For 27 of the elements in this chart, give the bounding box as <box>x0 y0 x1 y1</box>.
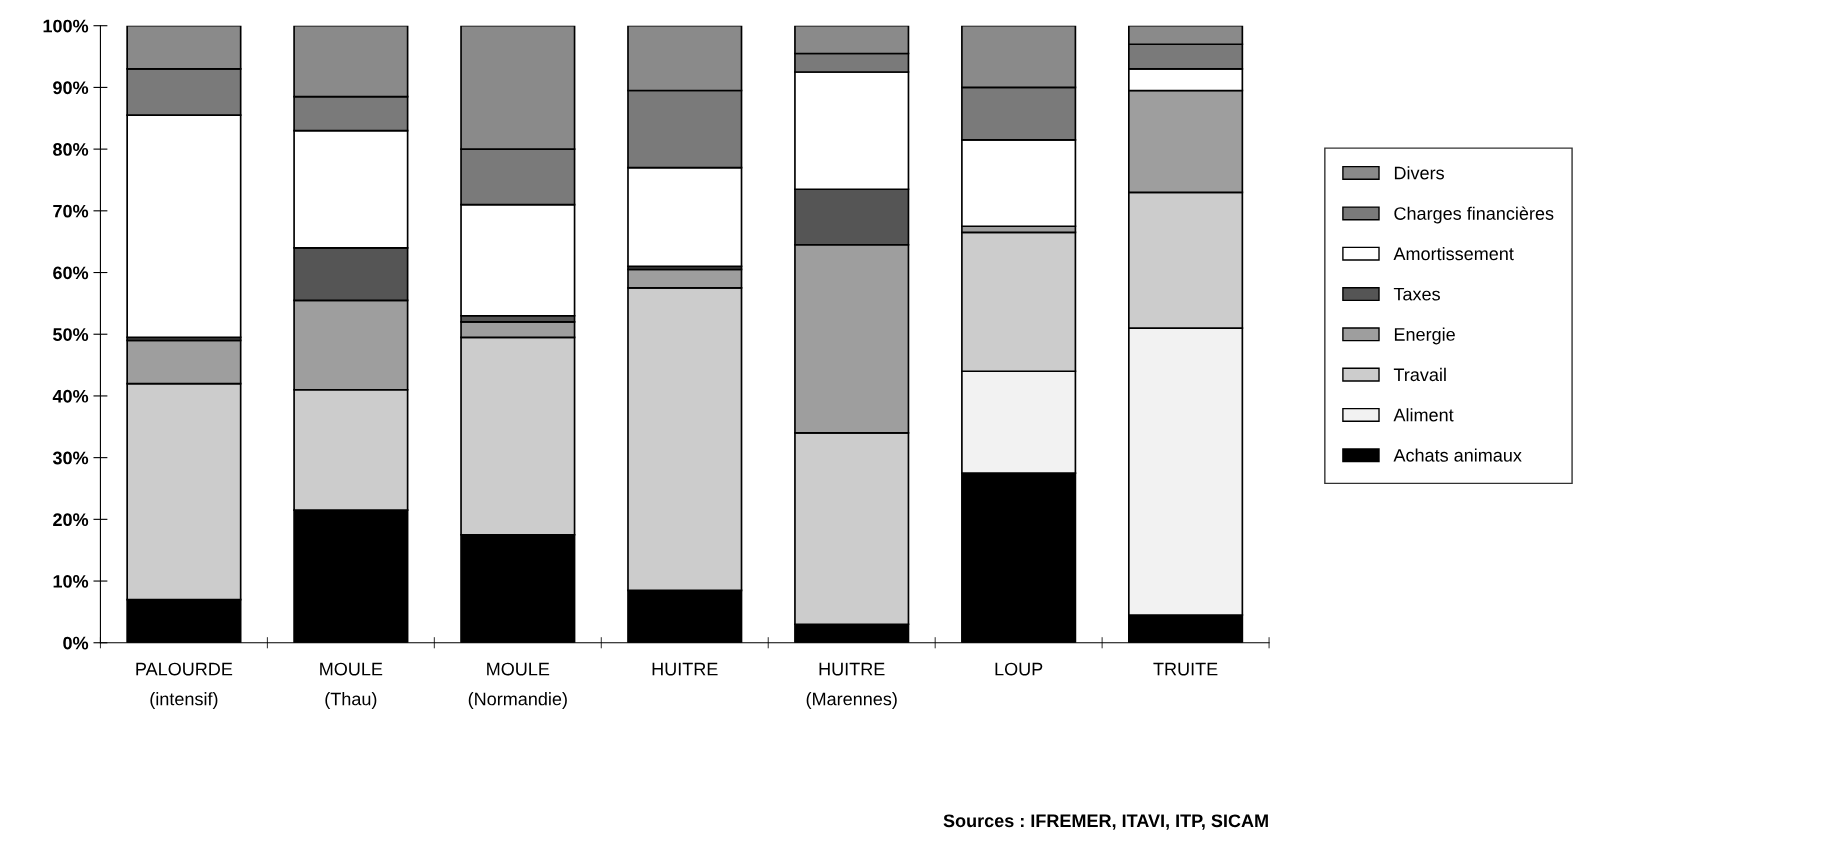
x-tick-label: HUITRE (Marennes) <box>806 662 897 709</box>
legend-label: Taxes <box>1393 287 1440 301</box>
source-note: Sources : IFREMER, ITAVI, ITP, SICAM <box>943 814 1268 830</box>
y-tick-label: 60% <box>53 266 89 280</box>
y-tick-label: 90% <box>53 81 89 95</box>
legend-label: Travail <box>1393 367 1446 382</box>
legend-label: Achats animaux <box>1393 448 1522 462</box>
x-tick-label: LOUP <box>995 662 1043 676</box>
y-tick-label: 30% <box>52 451 89 465</box>
legend-label: Energie <box>1394 327 1455 345</box>
x-tick-label: PALOURDE (intensif) <box>136 662 233 709</box>
x-tick-label: HUITRE <box>652 662 718 676</box>
y-tick-label: 100% <box>43 19 89 33</box>
x-tick-label: MOULE (Thau) <box>320 662 383 709</box>
legend-label: Amortissement <box>1393 246 1514 261</box>
x-tick-label: TRUITE <box>1153 662 1218 676</box>
legend-label: Charges financières <box>1394 206 1554 224</box>
y-tick-label: 70% <box>53 204 89 218</box>
x-tick-label: MOULE (Normandie) <box>468 662 567 709</box>
legend-label: Divers <box>1394 166 1444 180</box>
legend-label: Aliment <box>1393 408 1454 422</box>
y-tick-label: 20% <box>53 513 89 527</box>
y-tick-label: 80% <box>53 143 89 156</box>
y-tick-label: 40% <box>52 389 89 403</box>
y-tick-label: 50% <box>53 328 89 341</box>
y-tick-label: 10% <box>53 574 89 588</box>
y-tick-label: 0% <box>63 636 89 650</box>
